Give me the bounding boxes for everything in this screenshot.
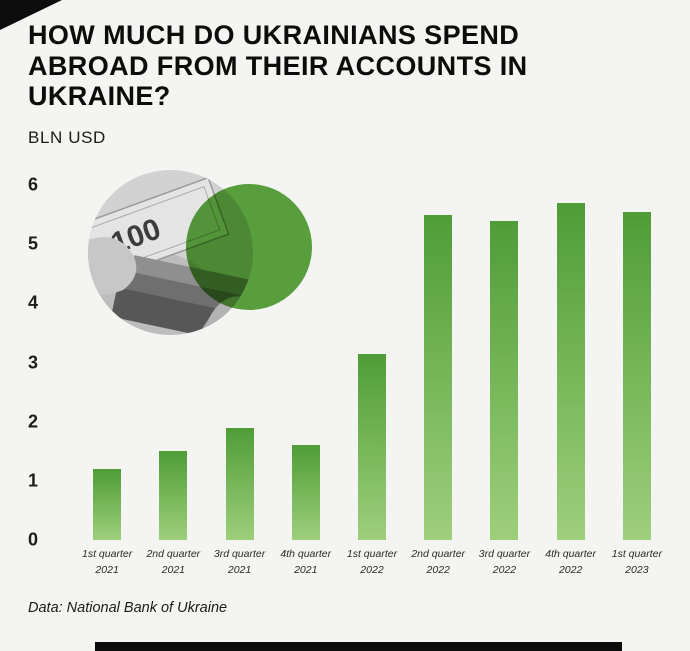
bar — [159, 451, 188, 540]
x-tick-label: 3rd quarter 2021 — [213, 548, 266, 576]
x-tick-label: 4th quarter 2022 — [545, 548, 597, 576]
bar-slot — [471, 185, 537, 540]
bar-slot — [405, 185, 471, 540]
x-axis-labels: 1st quarter 2021 2nd quarter 2021 3rd quarte… — [74, 547, 670, 579]
bar — [93, 469, 122, 540]
bar — [291, 445, 320, 540]
y-tick-label: 0 — [28, 529, 39, 550]
bar — [357, 353, 386, 540]
bar-slot — [538, 185, 604, 540]
y-tick-label: 3 — [28, 352, 39, 372]
x-tick-label: 1st quarter 2023 — [611, 548, 662, 576]
bar-slot — [206, 185, 272, 540]
bottom-accent-bar — [95, 642, 622, 651]
bar — [225, 427, 254, 540]
bar — [490, 220, 519, 540]
x-tick-label: 3rd quarter 2022 — [478, 548, 531, 576]
x-tick-label: 1st quarter 2022 — [346, 548, 398, 576]
bar-slot — [273, 185, 339, 540]
green-accent-circle — [186, 184, 312, 310]
x-tick-label: 1st quarter 2021 — [82, 548, 133, 576]
x-tick-label: 2nd quarter 2021 — [146, 548, 201, 576]
plot-area — [74, 185, 670, 540]
bar — [556, 202, 585, 540]
x-tick-label: 2nd quarter 2022 — [411, 548, 466, 576]
bar-slot — [339, 185, 405, 540]
header: HOW MUCH DO UKRAINIANS SPEND ABROAD FROM… — [28, 20, 648, 148]
y-axis: 6 5 4 3 2 1 0 — [28, 175, 62, 550]
y-tick-label: 1 — [28, 470, 39, 491]
y-tick-label: 4 — [28, 292, 39, 313]
bar — [622, 211, 651, 540]
bar-slot — [140, 185, 206, 540]
corner-accent-wedge — [0, 0, 62, 30]
y-axis-unit-label: BLN USD — [28, 127, 106, 147]
bar-slot — [74, 185, 140, 540]
bar-slot — [604, 185, 670, 540]
page-title: HOW MUCH DO UKRAINIANS SPEND ABROAD FROM… — [28, 20, 528, 111]
source-note: Data: National Bank of Ukraine — [28, 600, 228, 616]
y-tick-label: 2 — [28, 411, 39, 432]
bar — [424, 214, 453, 540]
x-tick-label: 4th quarter 2021 — [280, 548, 332, 576]
y-tick-label: 6 — [28, 174, 39, 195]
y-tick-label: 5 — [28, 233, 39, 254]
